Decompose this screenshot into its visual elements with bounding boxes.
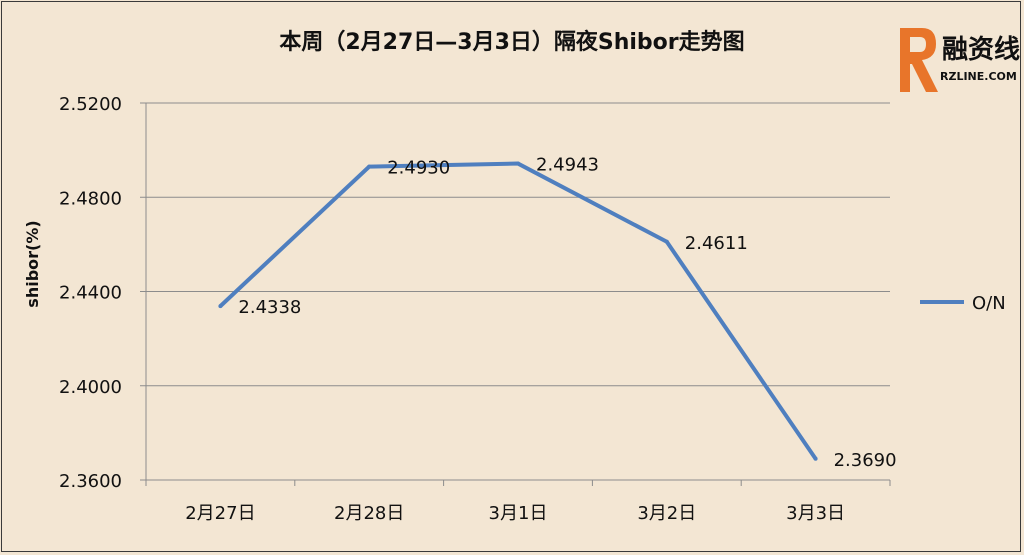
x-tick-label: 2月28日 [334, 503, 404, 524]
grid-lines [146, 102, 890, 481]
data-labels: 2.4338 2.4930 2.4943 2.4611 2.3690 [238, 155, 896, 471]
data-label: 2.4611 [685, 233, 748, 254]
data-label: 2.3690 [834, 450, 897, 471]
y-tick-labels: 2.5200 2.4800 2.4400 2.4000 2.3600 [59, 94, 122, 492]
legend: O/N [920, 293, 1006, 314]
legend-label: O/N [972, 293, 1006, 314]
x-tick-label: 3月2日 [637, 503, 696, 524]
chart-title: 本周（2月27日—3月3日）隔夜Shibor走势图 [279, 30, 745, 55]
x-tick-label: 3月1日 [489, 503, 548, 524]
logo-text-cn: 融资线 [942, 35, 1020, 65]
rzline-logo: 融资线 RZLINE.COM [882, 10, 1022, 100]
y-tick-label: 2.3600 [59, 471, 122, 492]
y-axis-label: shibor(%) [23, 220, 42, 307]
data-point [516, 161, 520, 166]
data-point [813, 456, 818, 461]
x-tick-label: 2月27日 [185, 503, 255, 524]
x-tick-labels: 2月27日 2月28日 3月1日 3月2日 3月3日 [185, 503, 845, 524]
data-label: 2.4338 [238, 297, 301, 318]
data-point [218, 304, 223, 309]
logo-text-en: RZLINE.COM [940, 70, 1017, 83]
x-tick-label: 3月3日 [786, 503, 845, 524]
data-point [664, 239, 669, 244]
y-tick-label: 2.4400 [59, 283, 122, 304]
y-tick-label: 2.4800 [59, 188, 122, 209]
y-tick-label: 2.5200 [59, 94, 122, 115]
data-label: 2.4930 [387, 158, 450, 179]
data-label: 2.4943 [536, 155, 599, 176]
series-line-0 [219, 161, 818, 460]
axes [140, 102, 891, 486]
y-tick-label: 2.4000 [59, 377, 122, 398]
series-lines [218, 161, 818, 461]
data-point [367, 164, 372, 169]
